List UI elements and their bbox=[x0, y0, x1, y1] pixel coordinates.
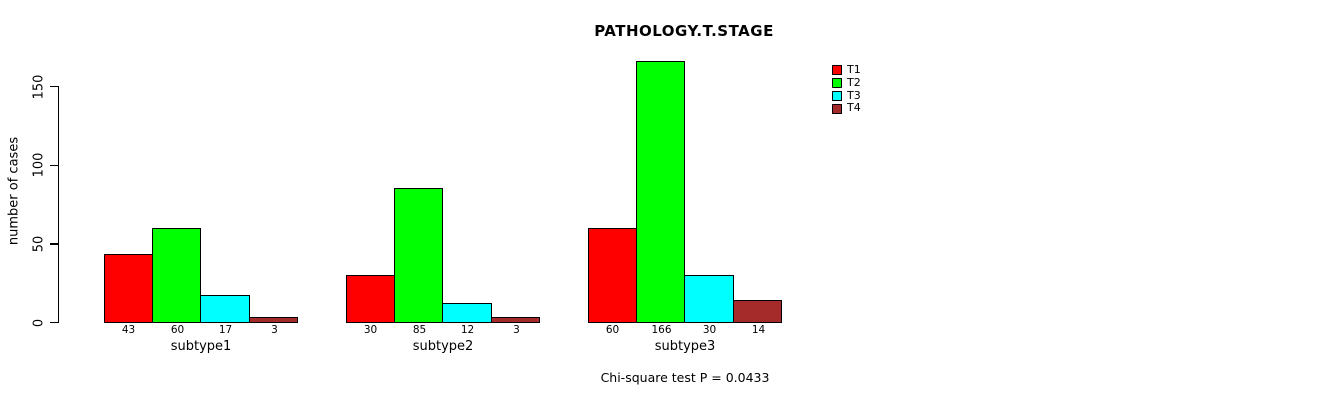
legend-label-T3: T3 bbox=[847, 88, 861, 102]
bar-value-label-subtype1-T3: 17 bbox=[218, 324, 233, 336]
group-label-subtype1: subtype1 bbox=[170, 339, 232, 354]
legend-item-T4: T4 bbox=[832, 102, 861, 115]
legend-swatch-T3 bbox=[832, 90, 842, 101]
bar-subtype1-T4 bbox=[249, 317, 298, 323]
bar-value-label-subtype3-T1: 60 bbox=[605, 324, 620, 336]
bar-value-label-subtype3-T2: 166 bbox=[651, 324, 672, 336]
legend-item-T1: T1 bbox=[832, 63, 861, 77]
y-tick-150 bbox=[50, 86, 58, 88]
group-label-subtype2: subtype2 bbox=[412, 339, 474, 354]
bar-subtype3-T1 bbox=[588, 228, 637, 323]
y-tick-50 bbox=[50, 243, 58, 245]
y-tick-label-100: 100 bbox=[31, 152, 47, 178]
bar-value-label-subtype1-T4: 3 bbox=[271, 324, 278, 336]
y-tick-label-50: 50 bbox=[31, 235, 47, 253]
legend-label-T1: T1 bbox=[847, 63, 861, 76]
legend-label-T4: T4 bbox=[847, 101, 861, 115]
legend: T1 T2 T3 T4 bbox=[832, 63, 861, 115]
y-tick-100 bbox=[50, 164, 58, 167]
bar-subtype2-T4 bbox=[491, 317, 540, 323]
chart-title: PATHOLOGY.T.STAGE bbox=[594, 22, 774, 40]
legend-swatch-T4 bbox=[832, 103, 842, 114]
bar-value-label-subtype1-T2: 60 bbox=[170, 324, 185, 336]
y-tick-label-0: 0 bbox=[31, 318, 47, 327]
legend-swatch-T2 bbox=[832, 78, 842, 89]
y-axis-title: number of cases bbox=[6, 136, 22, 246]
legend-swatch-T1 bbox=[832, 65, 842, 76]
bar-value-label-subtype3-T3: 30 bbox=[702, 324, 717, 336]
y-tick-0 bbox=[50, 322, 58, 324]
bar-subtype3-T4 bbox=[733, 300, 782, 323]
bar-value-label-subtype2-T2: 85 bbox=[412, 324, 427, 336]
bar-subtype3-T3 bbox=[684, 275, 734, 323]
bar-subtype2-T1 bbox=[346, 275, 395, 323]
bar-subtype2-T2 bbox=[394, 188, 443, 323]
bar-value-label-subtype3-T4: 14 bbox=[751, 324, 766, 336]
bar-value-label-subtype2-T4: 3 bbox=[513, 324, 520, 336]
bar-subtype1-T2 bbox=[152, 228, 201, 323]
y-tick-label-150: 150 bbox=[31, 74, 47, 99]
legend-label-T2: T2 bbox=[847, 75, 861, 89]
bar-value-label-subtype2-T1: 30 bbox=[363, 324, 378, 336]
legend-item-T2: T2 bbox=[832, 75, 861, 90]
bar-subtype1-T1 bbox=[104, 254, 153, 323]
bar-subtype2-T3 bbox=[442, 303, 492, 323]
bar-value-label-subtype2-T3: 12 bbox=[460, 324, 475, 336]
bar-subtype3-T2 bbox=[636, 61, 685, 323]
caption-chi-square: Chi-square test P = 0.0433 bbox=[600, 370, 770, 385]
bar-value-label-subtype1-T1: 43 bbox=[121, 324, 136, 336]
bar-subtype1-T3 bbox=[200, 295, 250, 323]
legend-item-T3: T3 bbox=[832, 88, 861, 103]
group-label-subtype3: subtype3 bbox=[654, 339, 716, 354]
y-axis-line bbox=[58, 86, 60, 323]
